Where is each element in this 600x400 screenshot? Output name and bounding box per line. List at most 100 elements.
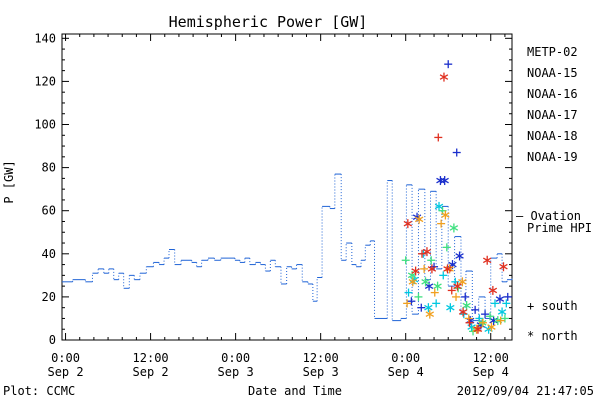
marker-stroke (458, 309, 468, 315)
marker-stroke (439, 74, 449, 80)
south-point-noaa-17 (427, 256, 436, 265)
north-point-noaa-15 (455, 251, 464, 261)
south-point-noaa-19 (447, 286, 456, 295)
north-point-noaa-17 (449, 223, 459, 233)
south-point-noaa-18 (420, 264, 429, 273)
south-point-noaa-15 (461, 292, 470, 301)
x-tick-time-label: 12:00 (473, 351, 509, 365)
y-tick-label: 80 (42, 161, 56, 175)
north-point-noaa-17 (433, 281, 442, 291)
north-point-noaa-16 (446, 303, 455, 313)
south-point-noaa-16 (490, 299, 499, 308)
x-tick-date-label: Sep 4 (473, 365, 509, 379)
south-point-noaa-17 (500, 314, 509, 323)
south-point-noaa-16 (432, 299, 441, 308)
south-point-noaa-16 (404, 288, 413, 297)
marker-stroke (499, 263, 508, 270)
marker-stroke (488, 287, 498, 294)
marker-stroke (414, 216, 424, 223)
marker-stroke (434, 203, 444, 210)
y-tick-label: 100 (34, 118, 56, 132)
y-tick-label: 140 (34, 31, 56, 45)
y-tick-label: 120 (34, 74, 56, 88)
x-tick-date-label: Sep 3 (218, 365, 254, 379)
marker-stroke (441, 212, 450, 218)
marker-stroke (433, 283, 442, 289)
marker-stroke (408, 279, 418, 285)
legend-entry-noaa-19: NOAA-19 (527, 150, 578, 164)
marker-stroke (473, 326, 483, 333)
marker-stroke (443, 266, 452, 272)
south-point-noaa-15 (471, 305, 480, 314)
marker-stroke (446, 304, 455, 311)
y-tick-label: 0 (49, 333, 56, 347)
south-point-noaa-15 (481, 310, 490, 319)
marker-stroke (495, 296, 505, 302)
south-point-noaa-18 (403, 299, 412, 308)
north-point-noaa-16 (497, 307, 507, 317)
marker-stroke (448, 261, 457, 268)
north-point-noaa-19 (422, 247, 432, 257)
south-point-noaa-17 (486, 312, 495, 321)
marker-stroke (421, 279, 430, 285)
marker-stroke (465, 317, 475, 324)
north-point-noaa-19 (427, 264, 437, 274)
north-point-noaa-17 (462, 301, 471, 311)
marker-stroke (411, 268, 420, 274)
x-tick-date-label: Sep 3 (303, 365, 339, 379)
north-point-noaa-16 (434, 201, 444, 211)
south-point-noaa-19 (465, 318, 474, 327)
footer-timestamp: 2012/09/04 21:47:05 (457, 384, 594, 398)
marker-stroke (482, 257, 492, 264)
north-point-noaa-15 (495, 294, 505, 304)
south-point-noaa-18 (464, 314, 473, 323)
south-point-noaa-15 (407, 297, 416, 306)
north-point-noaa-15 (436, 176, 445, 186)
marker-stroke (472, 326, 481, 333)
south-point-noaa-16 (439, 271, 448, 280)
north-point-noaa-17 (421, 277, 430, 287)
marker-stroke (458, 279, 467, 285)
north-point-noaa-15 (440, 176, 449, 186)
marker-stroke (487, 324, 496, 330)
south-point-noaa-19 (418, 249, 426, 258)
north-point-noaa-19 (482, 255, 492, 265)
chart-title: Hemispheric Power [GW] (169, 13, 368, 31)
south-point-noaa-15 (503, 292, 512, 301)
north-point-noaa-19 (473, 324, 483, 334)
north-point-noaa-19 (458, 307, 468, 317)
y-tick-label: 20 (42, 290, 56, 304)
legend-entry-noaa-18: NOAA-18 (527, 129, 578, 143)
legend-marker-north: * north (527, 329, 578, 343)
north-point-noaa-19 (411, 266, 420, 276)
x-tick-date-label: Sep 2 (133, 365, 169, 379)
x-tick-time-label: 0:00 (51, 351, 80, 365)
marker-stroke (497, 309, 507, 315)
y-axis-label: P [GW] (2, 160, 16, 203)
x-axis-label: Date and Time (248, 384, 342, 398)
x-tick-time-label: 0:00 (221, 351, 250, 365)
south-point-noaa-15 (452, 148, 461, 157)
legend-entry-noaa-15: NOAA-15 (527, 66, 578, 80)
x-tick-time-label: 12:00 (303, 351, 339, 365)
footer-plot-credit: Plot: CCMC (3, 384, 75, 398)
marker-stroke (407, 272, 417, 279)
north-point-noaa-15 (465, 316, 475, 326)
marker-stroke (455, 253, 464, 259)
y-tick-label: 40 (42, 247, 56, 261)
south-point-noaa-18 (437, 219, 446, 228)
legend-entry-noaa-16: NOAA-16 (527, 87, 578, 101)
south-point-noaa-17 (414, 292, 423, 301)
x-tick-time-label: 0:00 (391, 351, 420, 365)
x-tick-date-label: Sep 2 (47, 365, 83, 379)
legend-entry-noaa-17: NOAA-17 (527, 108, 578, 122)
plot-frame (61, 33, 513, 341)
marker-stroke (440, 177, 449, 184)
marker-stroke (427, 266, 437, 272)
south-point-noaa-16 (502, 299, 511, 308)
legend-marker-south: + south (527, 299, 578, 313)
legend-ovation-line1: – Ovation (516, 209, 581, 223)
north-point-noaa-19 (443, 264, 452, 274)
marker-stroke (425, 311, 435, 317)
